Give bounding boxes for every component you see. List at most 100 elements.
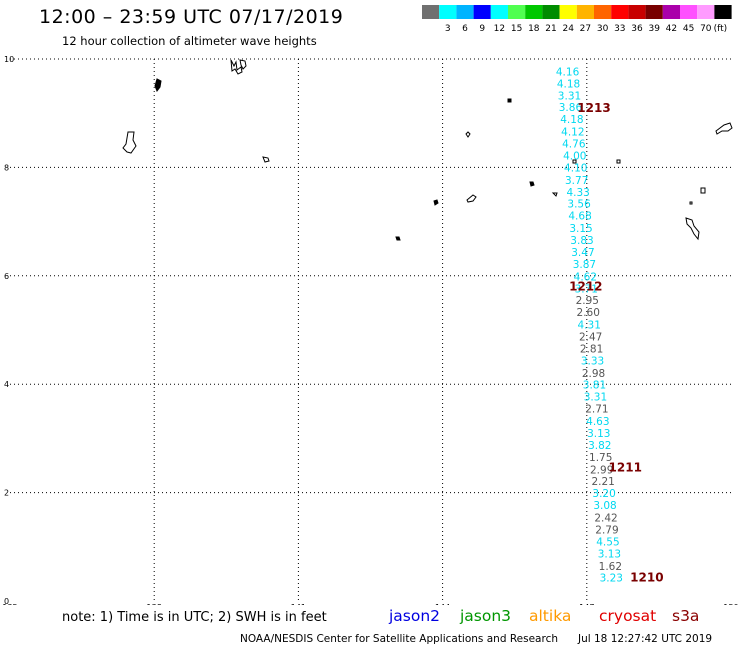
- colorbar-label: 45: [683, 24, 694, 34]
- wave-height-value: 3.87: [573, 259, 596, 271]
- colorbar-label: 21: [545, 24, 556, 34]
- footer-timestamp: Jul 18 12:27:42 UTC 2019: [578, 633, 713, 645]
- lat-lon-grid: [10, 58, 731, 601]
- colorbar-swatch: [628, 5, 646, 19]
- wave-height-value: 4.76: [562, 139, 586, 151]
- wave-height-value: 4.18: [560, 114, 583, 126]
- lon-tick-label: 141: [291, 603, 306, 605]
- wave-height-value: 4.10: [564, 162, 587, 174]
- island-outline: [433, 199, 439, 206]
- land-outlines: [122, 59, 733, 241]
- colorbar-swatch: [662, 5, 680, 19]
- legend-jason2: jason2: [389, 607, 441, 625]
- wave-height-value: 2.60: [577, 307, 600, 319]
- wave-height-value: 3.47: [571, 247, 594, 259]
- island-outline: [529, 181, 535, 187]
- colorbar-swatch: [594, 5, 612, 19]
- lat-tick-label: 10: [4, 55, 14, 64]
- colorbar-label: 42: [666, 24, 677, 34]
- wave-height-value: 2.79: [595, 524, 618, 536]
- wave-height-value: 3.77: [565, 175, 588, 187]
- pass-number-label: 1212: [569, 280, 602, 294]
- colorbar-label: 24: [562, 24, 574, 34]
- wave-height-value: 3.31: [558, 90, 581, 102]
- island-outline: [551, 192, 558, 197]
- wave-height-value: 3.13: [598, 548, 621, 560]
- island-outline: [122, 131, 137, 154]
- wave-height-value: 3.56: [567, 199, 591, 211]
- wave-height-value: 4.18: [557, 78, 580, 90]
- footer-credit: NOAA/NESDIS Center for Satellite Applica…: [240, 633, 558, 645]
- wave-height-value: 4.68: [568, 211, 591, 223]
- island-outline: [616, 159, 621, 164]
- colorbar-label: 39: [648, 24, 660, 34]
- colorbar-swatch: [576, 5, 594, 19]
- lon-tick-label: 135: [2, 603, 17, 605]
- wave-height-value: 4.12: [561, 127, 584, 139]
- wave-height-value: 2.98: [582, 368, 605, 380]
- colorbar-swatch: [439, 5, 457, 19]
- island-outline: [507, 98, 512, 103]
- island-outline: [230, 59, 247, 75]
- lon-tick-label: 144: [435, 603, 450, 605]
- map-subtitle: 12 hour collection of altimeter wave hei…: [62, 34, 317, 48]
- wave-height-value: 3.13: [587, 428, 610, 440]
- island-outline: [689, 201, 693, 205]
- colorbar-swatch: [611, 5, 629, 19]
- wave-height-value: 3.71: [575, 283, 598, 295]
- lon-tick-label: 150: [723, 603, 738, 605]
- colorbar-swatch: [680, 5, 698, 19]
- wave-height-value: 4.62: [574, 271, 597, 283]
- wave-height-value: 2.21: [591, 476, 614, 488]
- wave-height-value: 3.23: [600, 573, 623, 585]
- legend-altika: altika: [529, 607, 572, 625]
- colorbar-label: 12: [494, 24, 505, 34]
- wave-height-value: 2.71: [585, 404, 608, 416]
- lat-tick-label: 2: [4, 489, 9, 498]
- wave-height-value: 4.63: [586, 416, 609, 428]
- island-outline: [154, 78, 162, 93]
- colorbar-legend: 3 6 9 12 15 18 21 24 27 30 33 36 39 42 45 70 (ft): [422, 5, 732, 34]
- colorbar-label: 30: [597, 24, 609, 34]
- colorbar-swatch: [422, 5, 440, 19]
- pass-number-label: 1210: [630, 571, 663, 585]
- island-outline: [395, 236, 401, 241]
- colorbar-swatch: [473, 5, 491, 19]
- wave-height-value: 3.86: [559, 102, 583, 114]
- wave-height-value: 3.20: [592, 488, 615, 500]
- colorbar-swatch: [714, 5, 732, 19]
- lon-tick-label: 138: [147, 603, 162, 605]
- wave-height-value: 3.33: [581, 355, 604, 367]
- colorbar-label: 70: [700, 24, 712, 34]
- axis-tick-labels: 10 8 6 4 2 0135 138 141 144 147 150: [2, 55, 738, 605]
- colorbar-swatch: [456, 5, 474, 19]
- pass-number-label: 1211: [609, 461, 642, 475]
- wave-height-value: 3.81: [583, 380, 606, 392]
- legend-s3a: s3a: [672, 607, 700, 625]
- wave-height-value: 2.99: [590, 464, 613, 476]
- colorbar-label: 3: [445, 24, 451, 34]
- island-outline: [466, 194, 477, 203]
- colorbar-swatch: [645, 5, 663, 19]
- wave-height-value: 2.95: [576, 295, 599, 307]
- colorbar-swatch: [697, 5, 715, 19]
- wave-height-map: 4.164.183.313.864.184.124.764.004.103.77…: [2, 55, 738, 605]
- pass-number-label: 1213: [577, 101, 610, 115]
- wave-height-value: 4.55: [596, 536, 619, 548]
- lat-tick-label: 8: [4, 163, 9, 172]
- lat-tick-label: 6: [4, 272, 9, 281]
- wave-height-value: 3.31: [584, 392, 607, 404]
- colorbar-swatch: [525, 5, 543, 19]
- colorbar-swatch: [559, 5, 577, 19]
- wave-height-value: 2.47: [579, 332, 602, 344]
- wave-height-value: 3.82: [588, 440, 611, 452]
- legend-cryosat: cryosat: [599, 607, 657, 625]
- island-outline: [465, 131, 471, 138]
- map-title: 12:00 – 23:59 UTC 07/17/2019: [39, 6, 344, 28]
- wave-height-value: 3.08: [593, 500, 616, 512]
- colorbar-swatch: [542, 5, 560, 19]
- colorbar-label: 15: [511, 24, 522, 34]
- wave-height-value: 1.62: [599, 561, 622, 573]
- lon-tick-label: 147: [579, 603, 594, 605]
- wave-height-value: 3.15: [569, 223, 592, 235]
